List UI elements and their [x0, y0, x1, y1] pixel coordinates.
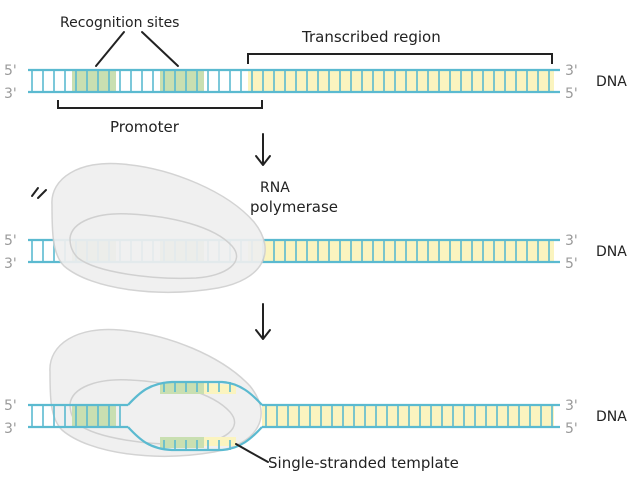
five-prime-left-1: 5': [4, 63, 17, 79]
rna-polymerase-inner-outline: [69, 213, 238, 280]
bubble-top-ticks: [163, 382, 231, 392]
rungs-left: [31, 405, 121, 427]
transcribed-region-fill: [248, 240, 554, 262]
recognition-site-1: [72, 405, 116, 427]
three-prime-left-2: 3': [4, 256, 17, 272]
five-prime-right-2: 5': [565, 256, 578, 272]
dna-label-3: DNA: [596, 409, 627, 425]
three-prime-left-3: 3': [4, 421, 17, 437]
rna-polymerase-label-line2: polymerase: [250, 198, 338, 216]
transcribed-region-fill: [248, 70, 554, 92]
dna-label-2: DNA: [596, 244, 627, 260]
promoter-label: Promoter: [110, 118, 180, 136]
template-pointer: [235, 443, 269, 463]
five-prime-left-3: 5': [4, 398, 17, 414]
three-prime-left-1: 3': [4, 86, 17, 102]
transcribed-region-bracket: [247, 53, 553, 64]
bubble-bottom-ticks: [163, 440, 231, 450]
down-arrow-2: [255, 303, 271, 340]
three-prime-right-3: 3': [565, 398, 578, 414]
five-prime-right-1: 5': [565, 86, 578, 102]
panel-3-open-complex: Single-stranded template 5' 3' 3' 5' DNA: [4, 328, 627, 472]
bubble-top-transcribed: [204, 383, 236, 394]
recognition-sites-label: Recognition sites: [60, 15, 179, 31]
three-prime-right-1: 3': [565, 63, 578, 79]
five-prime-right-3: 5': [565, 421, 578, 437]
recognition-site-2: [160, 70, 204, 92]
bubble-top-recognition: [160, 383, 204, 394]
transcribed-region-fill: [262, 405, 554, 427]
recognition-pointer-1: [95, 31, 125, 67]
rna-polymerase: [51, 162, 266, 293]
panel-1-dna-with-promoter: Recognition sites Transcribed region Pro…: [4, 15, 627, 136]
transcribed-region-label: Transcribed region: [301, 28, 441, 46]
rungs-right: [265, 405, 553, 427]
down-arrow-1: [255, 133, 271, 166]
five-prime-left-2: 5': [4, 233, 17, 249]
single-stranded-template-label: Single-stranded template: [268, 454, 459, 472]
three-prime-right-2: 3': [565, 233, 578, 249]
recognition-pointer-2: [141, 31, 179, 67]
promoter-bracket: [57, 100, 263, 109]
rungs: [31, 70, 550, 92]
bubble-bottom-transcribed: [204, 437, 236, 446]
panel-2-polymerase-bound: RNA polymerase 5' 3' 3' 5' DNA: [4, 162, 627, 293]
rna-polymerase-label-line1: RNA: [260, 180, 290, 196]
motion-marks: [31, 187, 47, 199]
bubble-bottom-recognition: [160, 437, 204, 448]
dna-label-1: DNA: [596, 74, 627, 90]
recognition-site-1: [72, 70, 116, 92]
